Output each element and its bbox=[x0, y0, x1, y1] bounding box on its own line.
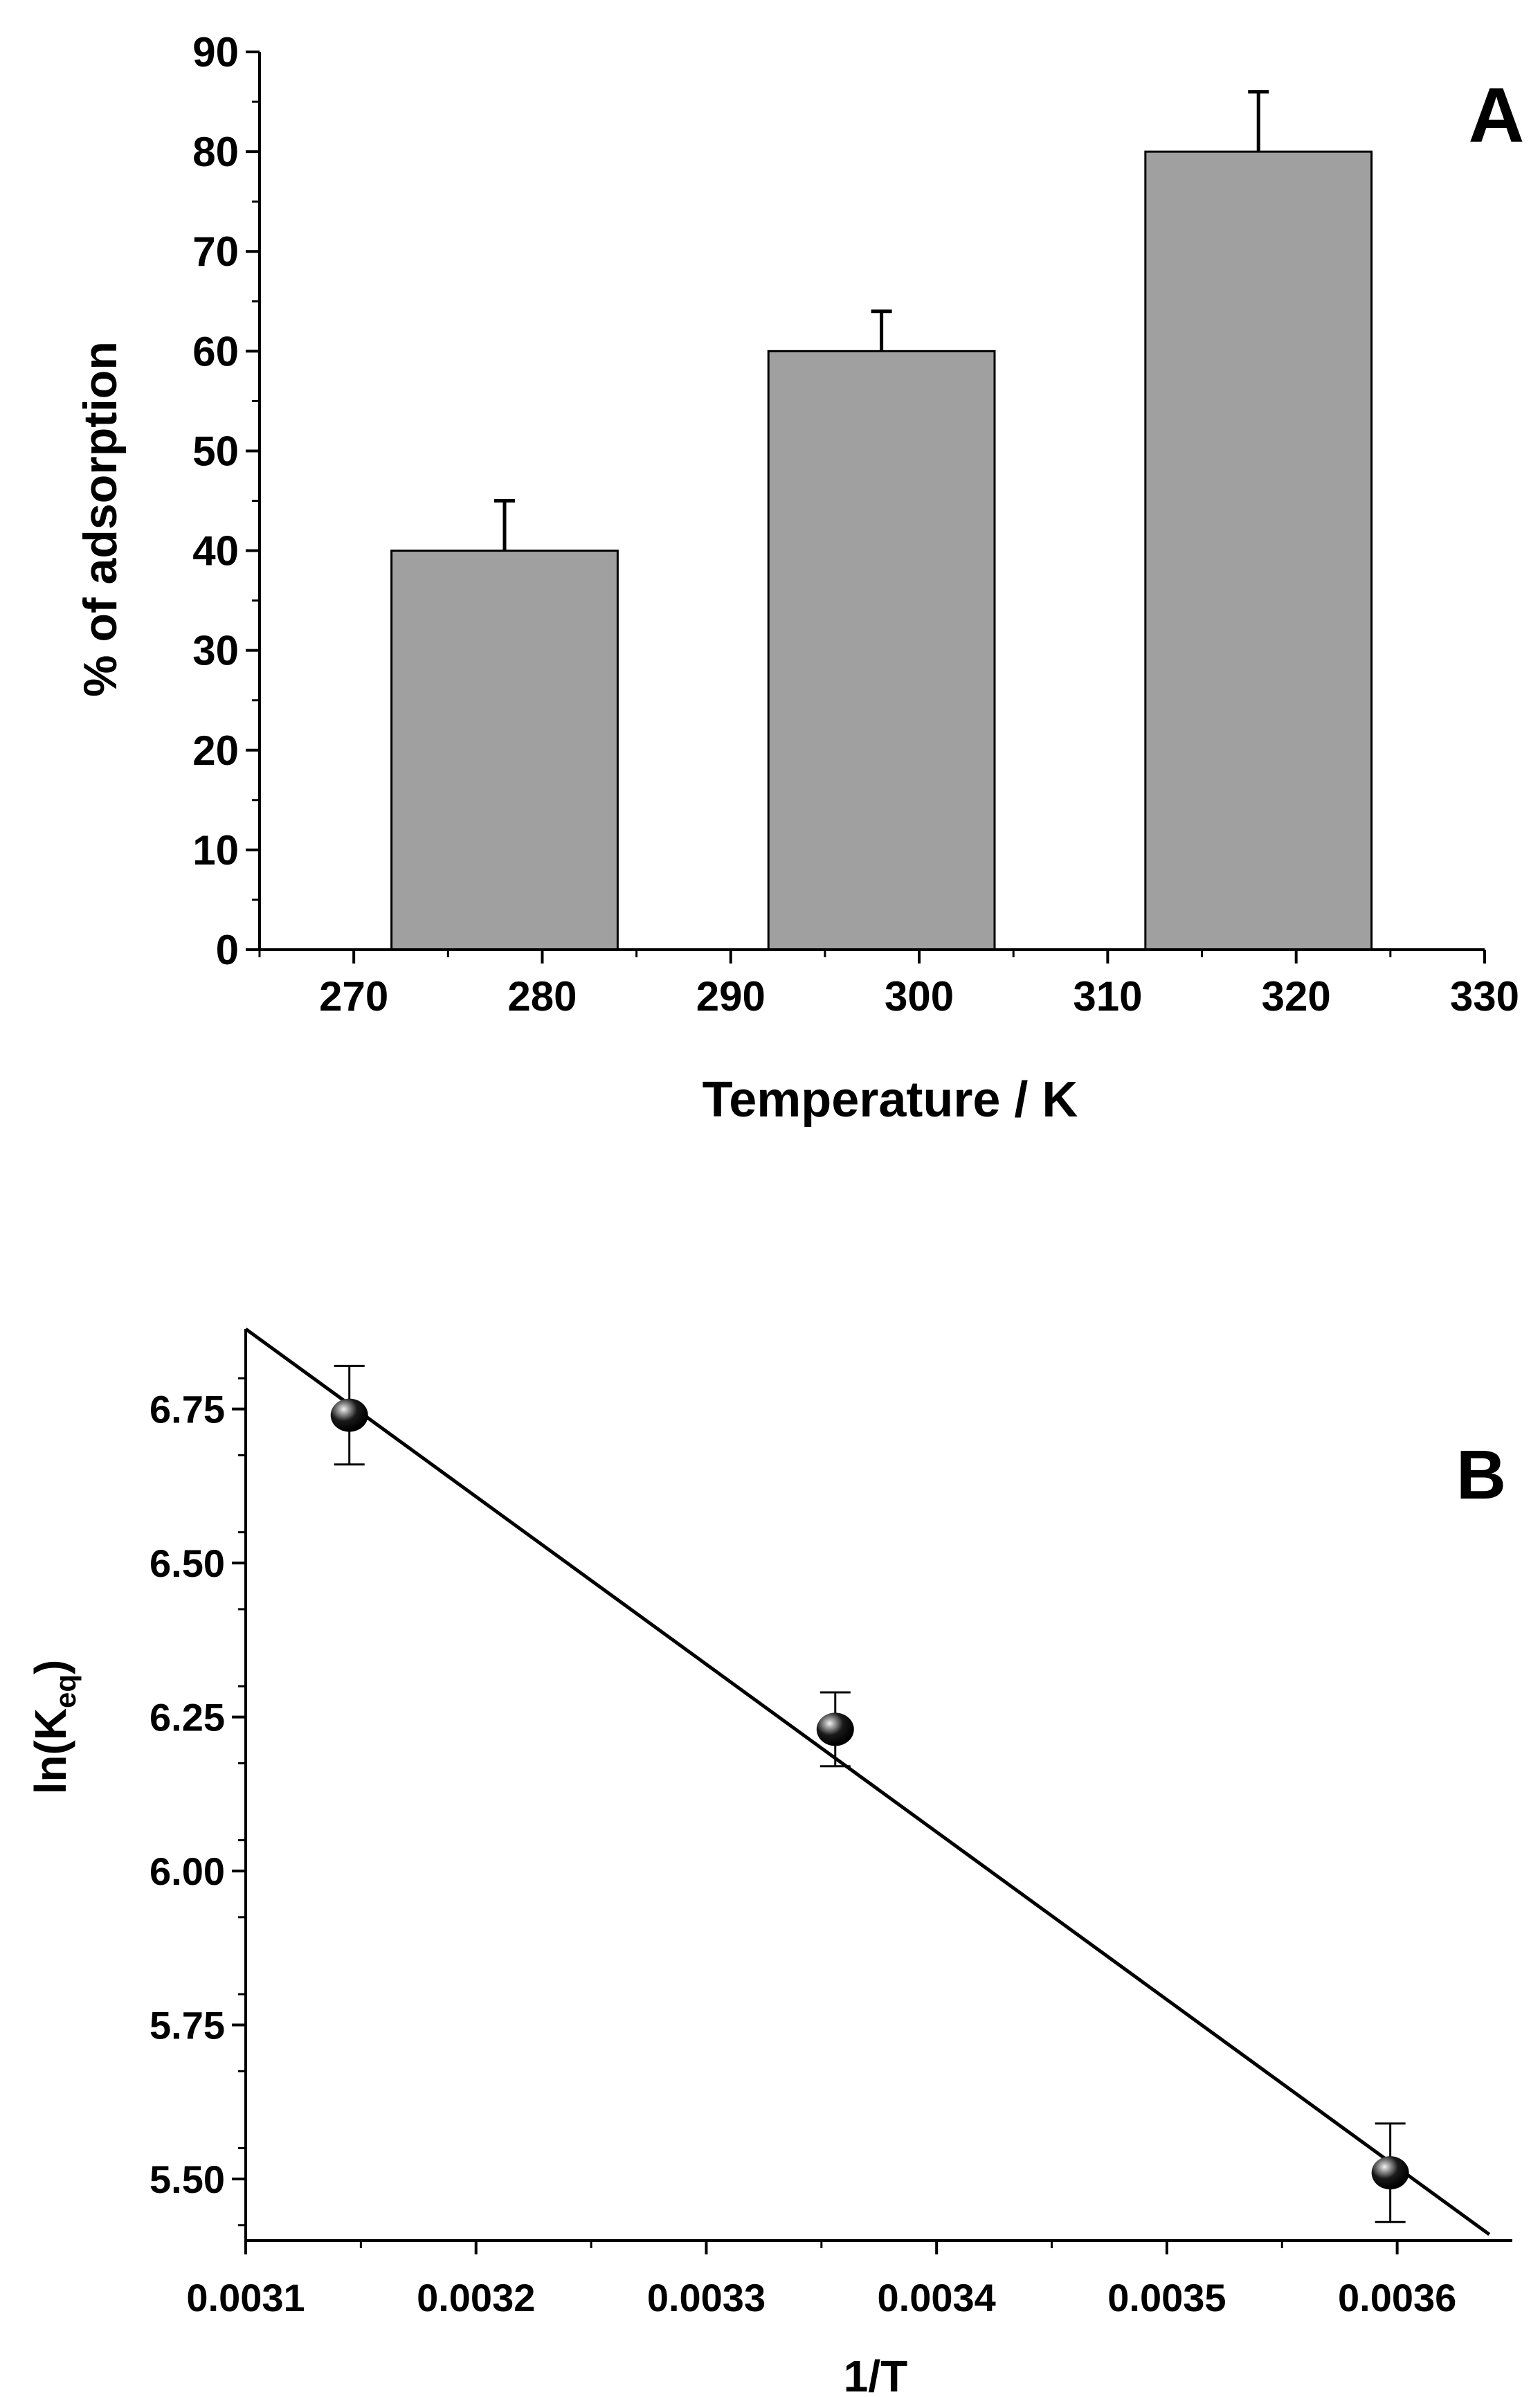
x-tick-label-300: 300 bbox=[885, 973, 954, 1020]
data-point-2 bbox=[1371, 2156, 1409, 2190]
y-tick-label-10: 10 bbox=[192, 827, 239, 874]
data-point-0 bbox=[330, 1398, 368, 1432]
x-tick-label-0.0033: 0.0033 bbox=[647, 2276, 766, 2319]
y-tick-label-80: 80 bbox=[192, 129, 239, 175]
y-tick-label-6.75: 6.75 bbox=[150, 1388, 225, 1431]
y-tick-label-70: 70 bbox=[192, 228, 239, 275]
panel-a-error-bars bbox=[494, 90, 1269, 551]
panel-a-y-axis-title: % of adsorption bbox=[74, 341, 127, 697]
data-point-1 bbox=[816, 1712, 854, 1746]
y-tick-label-30: 30 bbox=[192, 628, 239, 674]
panel-b-x-ticks: 0.0031 0.0032 0.0033 0.0034 0.0035 0.0036 bbox=[186, 2241, 1456, 2319]
panel-a-bar-chart: 0 10 20 30 40 50 60 70 80 90 270 280 290 300 310 320 33… bbox=[74, 29, 1524, 1128]
y-tick-label-20: 20 bbox=[192, 727, 239, 774]
panel-b-x-axis-title: 1/T bbox=[844, 2351, 907, 2397]
panel-b-axes bbox=[244, 1329, 1512, 2242]
x-tick-label-280: 280 bbox=[507, 973, 577, 1020]
panel-a-x-axis-title: Temperature / K bbox=[703, 1072, 1078, 1128]
panel-b-y-axis-title-subscript: eq bbox=[49, 1674, 82, 1708]
panel-a-x-ticks: 270 280 290 300 310 320 330 bbox=[258, 950, 1519, 1020]
panel-b-fit-line bbox=[244, 1327, 1491, 2236]
x-tick-label-330: 330 bbox=[1450, 973, 1519, 1020]
panel-a-label: A bbox=[1469, 72, 1525, 159]
y-tick-label-5.75: 5.75 bbox=[150, 2004, 225, 2047]
y-tick-label-60: 60 bbox=[192, 328, 239, 374]
bar-318 bbox=[1144, 150, 1373, 951]
x-tick-label-270: 270 bbox=[319, 973, 388, 1020]
y-tick-label-6.50: 6.50 bbox=[150, 1541, 225, 1585]
y-tick-label-5.50: 5.50 bbox=[150, 2158, 225, 2201]
y-tick-label-40: 40 bbox=[192, 528, 239, 575]
x-tick-label-0.0036: 0.0036 bbox=[1338, 2276, 1456, 2319]
panel-b-y-ticks: 5.50 5.75 6.00 6.25 6.50 6.75 bbox=[150, 1377, 246, 2227]
panel-b-y-axis-title-tail: ) bbox=[26, 1660, 75, 1674]
y-tick-label-6.00: 6.00 bbox=[150, 1849, 225, 1893]
panel-b-label: B bbox=[1456, 1436, 1506, 1514]
y-tick-label-6.25: 6.25 bbox=[150, 1696, 225, 1739]
panel-a-bars bbox=[390, 150, 1373, 951]
x-tick-label-310: 310 bbox=[1073, 973, 1142, 1020]
y-tick-label-0: 0 bbox=[216, 927, 239, 973]
x-tick-label-0.0031: 0.0031 bbox=[186, 2276, 305, 2319]
fit-line bbox=[244, 1327, 1491, 2236]
panel-b-y-axis-title: ln(Keq) bbox=[26, 1660, 82, 1795]
panel-a-y-ticks: 0 10 20 30 40 50 60 70 80 90 bbox=[192, 29, 260, 973]
y-tick-label-50: 50 bbox=[192, 428, 239, 474]
x-tick-label-290: 290 bbox=[696, 973, 766, 1020]
panel-b-points bbox=[330, 1398, 1409, 2190]
x-tick-label-0.0035: 0.0035 bbox=[1107, 2276, 1226, 2319]
y-tick-label-90: 90 bbox=[192, 29, 239, 75]
bar-298 bbox=[767, 350, 996, 951]
panel-b-y-axis-title-main: ln(K bbox=[26, 1708, 75, 1794]
x-tick-label-0.0034: 0.0034 bbox=[878, 2276, 996, 2319]
bar-278 bbox=[390, 550, 619, 951]
panel-b-scatter-chart: 5.505.756.006.256.506.75 0.0031 0.0032 0.0… bbox=[26, 1327, 1512, 2397]
x-tick-label-320: 320 bbox=[1262, 973, 1331, 1020]
x-tick-label-0.0032: 0.0032 bbox=[417, 2276, 535, 2319]
